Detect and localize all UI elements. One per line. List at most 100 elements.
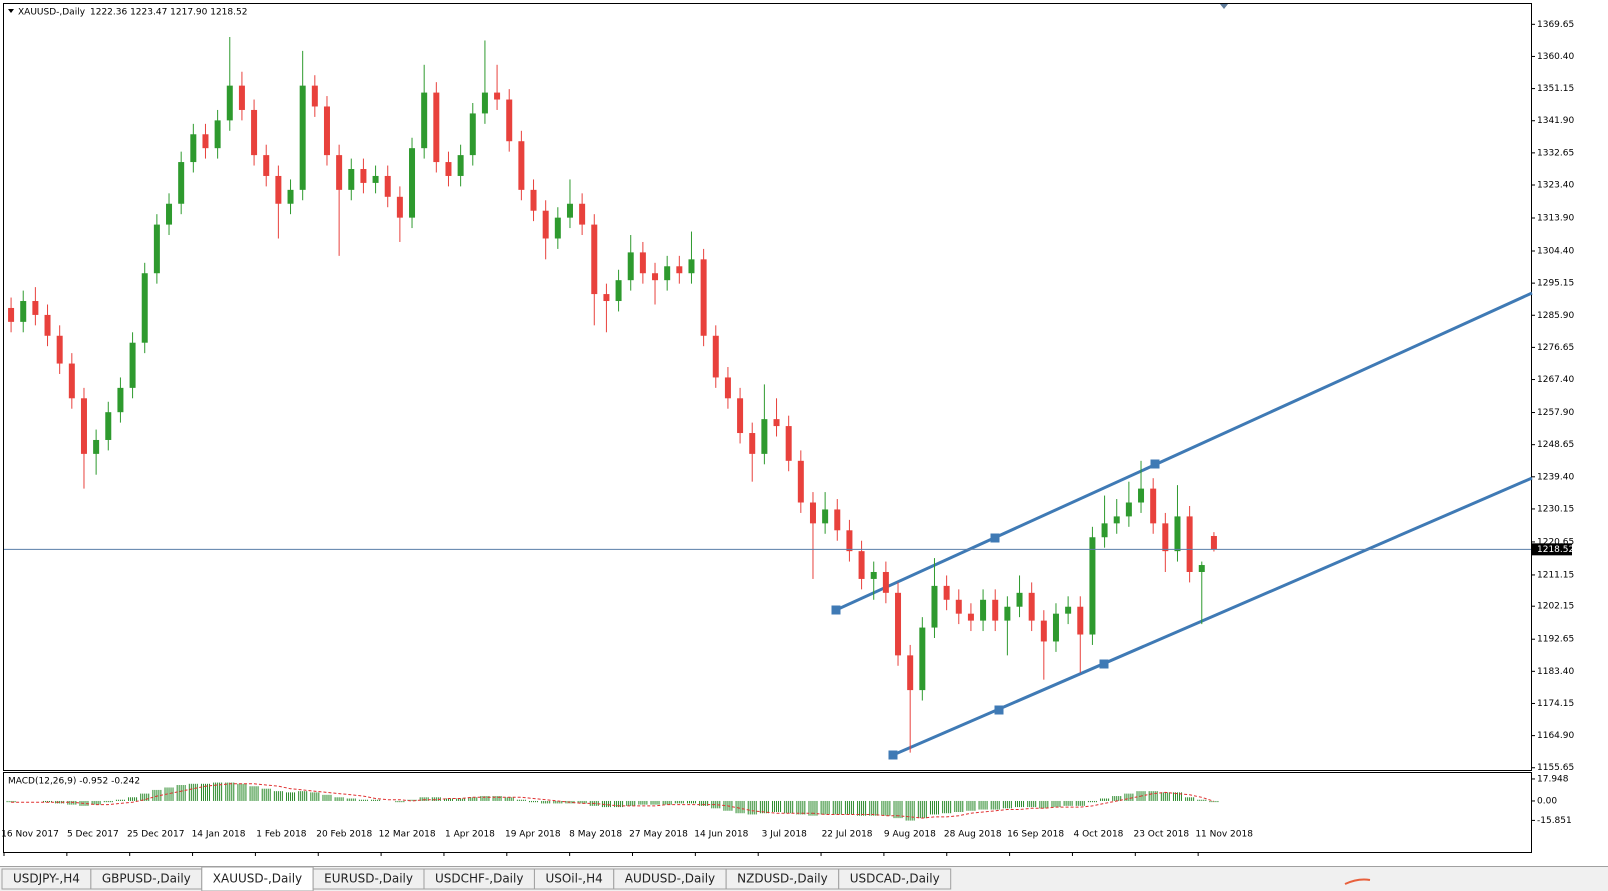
tab[interactable]: USDCAD-,Daily [838, 868, 952, 890]
tab-label[interactable]: GBPUSD-,Daily [102, 872, 191, 886]
y-tick-label: 1323.40 [1537, 180, 1574, 190]
candle-body [1077, 606, 1084, 635]
y-tick-label: 1174.15 [1537, 699, 1574, 709]
candle-body [652, 273, 659, 281]
tab-background[interactable] [201, 866, 314, 891]
candle-body [1210, 535, 1217, 550]
channel-upper [835, 291, 1533, 612]
tab[interactable]: EURUSD-,Daily [312, 868, 425, 890]
tab-label[interactable]: USOil-,H4 [545, 872, 602, 886]
cursor-mark [1344, 878, 1371, 885]
x-tick-label: 19 Apr 2018 [505, 830, 561, 840]
candle-body [1138, 488, 1145, 503]
y-tick-label: 1202.15 [1537, 602, 1574, 612]
candle-body [166, 203, 173, 225]
macd-frame [3, 772, 1532, 853]
y-tick-label: 1230.15 [1537, 504, 1574, 514]
tab[interactable]: AUDUSD-,Daily [613, 868, 727, 890]
candle-body [566, 203, 573, 218]
candle-body [56, 335, 63, 364]
tab-label[interactable]: USDCHF-,Daily [435, 872, 523, 886]
candle-body [494, 92, 501, 100]
tab-label[interactable]: EURUSD-,Daily [324, 872, 413, 886]
y-tick-label: 1267.40 [1537, 375, 1574, 385]
candle-body [700, 259, 707, 336]
candle-body [190, 134, 197, 163]
y-tick-label: 1276.65 [1537, 343, 1574, 353]
last-price-box [1532, 543, 1572, 556]
candle-body [433, 92, 440, 163]
y-tick-label: 1257.90 [1537, 408, 1574, 418]
y-tick-label: 1332.65 [1537, 148, 1574, 158]
tab-label[interactable]: USDJPY-,H4 [13, 872, 80, 886]
candle-body [676, 266, 683, 274]
tab[interactable]: USDJPY-,H4 [1, 868, 92, 890]
x-tick-label: 4 Oct 2018 [1073, 830, 1123, 840]
tab-label[interactable]: XAUUSD-,Daily [213, 872, 302, 886]
candle-body [809, 502, 816, 524]
candle-body [1028, 592, 1035, 621]
x-tick-label: 1 Apr 2018 [445, 830, 495, 840]
candle-body [323, 106, 330, 156]
y-tick-label: 1248.65 [1537, 440, 1574, 450]
candle-body [858, 551, 865, 579]
candle-body [749, 433, 756, 454]
candle-body [8, 307, 15, 322]
x-tick-label: 25 Dec 2017 [127, 830, 185, 840]
x-tick-label: 3 Jul 2018 [762, 830, 807, 840]
x-tick-label: 23 Oct 2018 [1133, 830, 1189, 840]
candle-body [907, 655, 914, 691]
y-tick-label: 1313.90 [1537, 213, 1574, 223]
candle-body [834, 509, 841, 531]
y-tick-label: 1183.40 [1537, 667, 1574, 677]
candle-body [409, 148, 416, 218]
y-tick-label: 1360.40 [1537, 52, 1574, 62]
x-tick-label: 16 Nov 2017 [1, 830, 59, 840]
candle-body [530, 189, 537, 211]
candle-body [178, 162, 185, 204]
candle-body [591, 224, 598, 295]
candle-body [870, 571, 877, 579]
y-tick-label: 1239.40 [1537, 472, 1574, 482]
y-tick-label: -15.851 [1537, 816, 1572, 826]
candle-body [919, 627, 926, 691]
candle-body [846, 530, 853, 552]
candle-body [943, 585, 950, 600]
macd-title: MACD(12,26,9) -0.952 -0.242 [8, 777, 140, 787]
anchor [1150, 459, 1160, 469]
tab[interactable]: XAUUSD-,Daily [201, 866, 314, 891]
tab[interactable]: USDCHF-,Daily [423, 868, 535, 890]
candle-body [251, 109, 258, 156]
y-tick-label: 1304.40 [1537, 246, 1574, 256]
tab[interactable]: USOil-,H4 [533, 868, 615, 890]
candle-body [895, 592, 902, 656]
tab-background[interactable] [838, 868, 952, 890]
y-tick-label: 1295.15 [1537, 279, 1574, 289]
tab-label[interactable]: NZDUSD-,Daily [737, 872, 828, 886]
candle-body [153, 224, 160, 274]
candle-body [1162, 523, 1169, 552]
candle-body [105, 412, 112, 440]
candle-body [421, 92, 428, 149]
x-tick-label: 22 Jul 2018 [822, 830, 873, 840]
candle-body [1052, 613, 1059, 642]
candle-body [724, 377, 731, 399]
tab-label[interactable]: AUDUSD-,Daily [625, 872, 715, 886]
candle-body [336, 155, 343, 190]
candle-body [506, 99, 513, 142]
symbol-title: XAUUSD-,Daily [18, 8, 86, 18]
candle-body [457, 155, 464, 176]
y-tick-label: 0.00 [1537, 796, 1557, 806]
candle-body [384, 175, 391, 197]
candle-body [664, 266, 671, 281]
candle-body [579, 203, 586, 225]
candle-body [518, 141, 525, 190]
x-tick-label: 16 Sep 2018 [1007, 830, 1064, 840]
candle-body [372, 175, 379, 183]
candle-body [1186, 516, 1193, 572]
tab-label[interactable]: USDCAD-,Daily [850, 872, 940, 886]
tab[interactable]: NZDUSD-,Daily [725, 868, 840, 890]
candle-body [1198, 565, 1205, 572]
candle-body [1040, 620, 1047, 642]
tab[interactable]: GBPUSD-,Daily [90, 868, 203, 890]
